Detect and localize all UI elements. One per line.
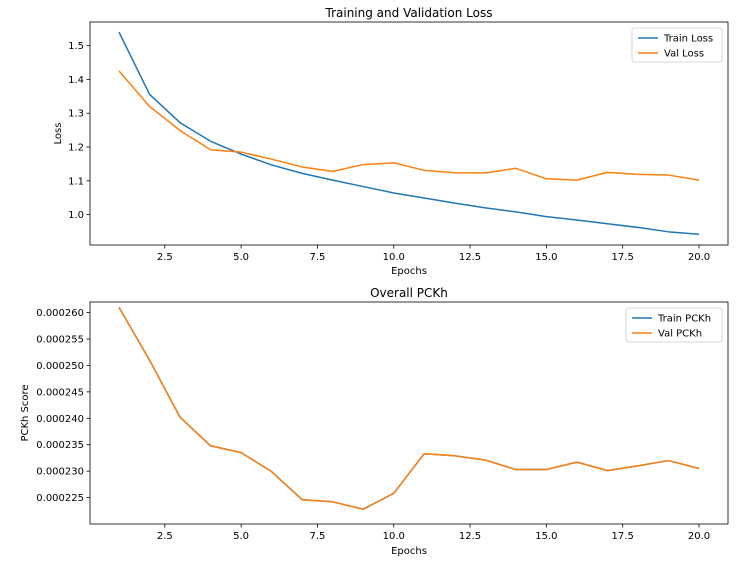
series-line-2 <box>118 306 700 510</box>
x-tick-label: 17.5 <box>612 252 634 263</box>
x-tick-label: 5.0 <box>233 531 249 542</box>
plot-frame <box>89 301 729 525</box>
y-tick-label: 0.000230 <box>36 467 84 478</box>
y-axis-label: Loss <box>53 123 64 145</box>
y-tick-label: 1.1 <box>68 176 84 187</box>
x-tick-label: 12.5 <box>459 252 481 263</box>
y-tick-label: 0.000255 <box>36 335 84 346</box>
x-tick-label: 10.0 <box>383 531 405 542</box>
x-tick-label: 7.5 <box>309 531 325 542</box>
y-axis-label: PCKh Score <box>20 384 31 441</box>
x-tick-label: 15.0 <box>535 531 557 542</box>
y-tick-label: 0.000250 <box>36 361 84 372</box>
series-line-1 <box>118 306 700 510</box>
y-tick-label: 0.000260 <box>36 308 84 319</box>
x-tick-label: 5.0 <box>233 252 249 263</box>
x-tick-label: 15.0 <box>535 252 557 263</box>
y-tick-label: 0.000240 <box>36 414 84 425</box>
x-tick-label: 17.5 <box>612 531 634 542</box>
x-tick-label: 7.5 <box>309 252 325 263</box>
x-tick-label: 2.5 <box>157 252 173 263</box>
legend-label-1: Train PCKh <box>657 314 711 325</box>
y-tick-label: 1.3 <box>68 109 84 120</box>
legend: Train PCKh Val PCKh <box>625 307 723 343</box>
legend: Train Loss Val Loss <box>631 27 723 63</box>
x-tick-label: 2.5 <box>157 531 173 542</box>
chart-title: Training and Validation Loss <box>325 6 493 20</box>
legend-label-2: Val PCKh <box>658 329 702 340</box>
x-tick-label: 20.0 <box>688 252 710 263</box>
y-tick-label: 1.5 <box>68 41 84 52</box>
y-tick-label: 1.2 <box>68 143 84 154</box>
x-tick-label: 12.5 <box>459 531 481 542</box>
x-axis-label: Epochs <box>391 266 427 277</box>
chart-title: Overall PCKh <box>370 286 448 300</box>
y-tick-label: 1.4 <box>68 75 84 86</box>
legend-label-2: Val Loss <box>664 49 704 60</box>
chart-1: Training and Validation Loss 2.5 5.0 7.5 10.… <box>53 6 729 277</box>
series-line-2 <box>118 70 700 181</box>
y-tick-label: 1.0 <box>68 210 84 221</box>
y-tick-label: 0.000235 <box>36 440 84 451</box>
x-tick-label: 10.0 <box>383 252 405 263</box>
plot-frame <box>89 21 729 246</box>
chart-2: Overall PCKh 2.5 5.0 7.5 10.0 12.5 15.0 17.5 20.… <box>20 286 729 557</box>
x-axis-label: Epochs <box>391 546 427 557</box>
y-tick-label: 0.000225 <box>36 493 84 504</box>
x-tick-label: 20.0 <box>688 531 710 542</box>
legend-label-1: Train Loss <box>663 34 713 45</box>
series-line-1 <box>118 31 700 235</box>
y-tick-label: 0.000245 <box>36 387 84 398</box>
